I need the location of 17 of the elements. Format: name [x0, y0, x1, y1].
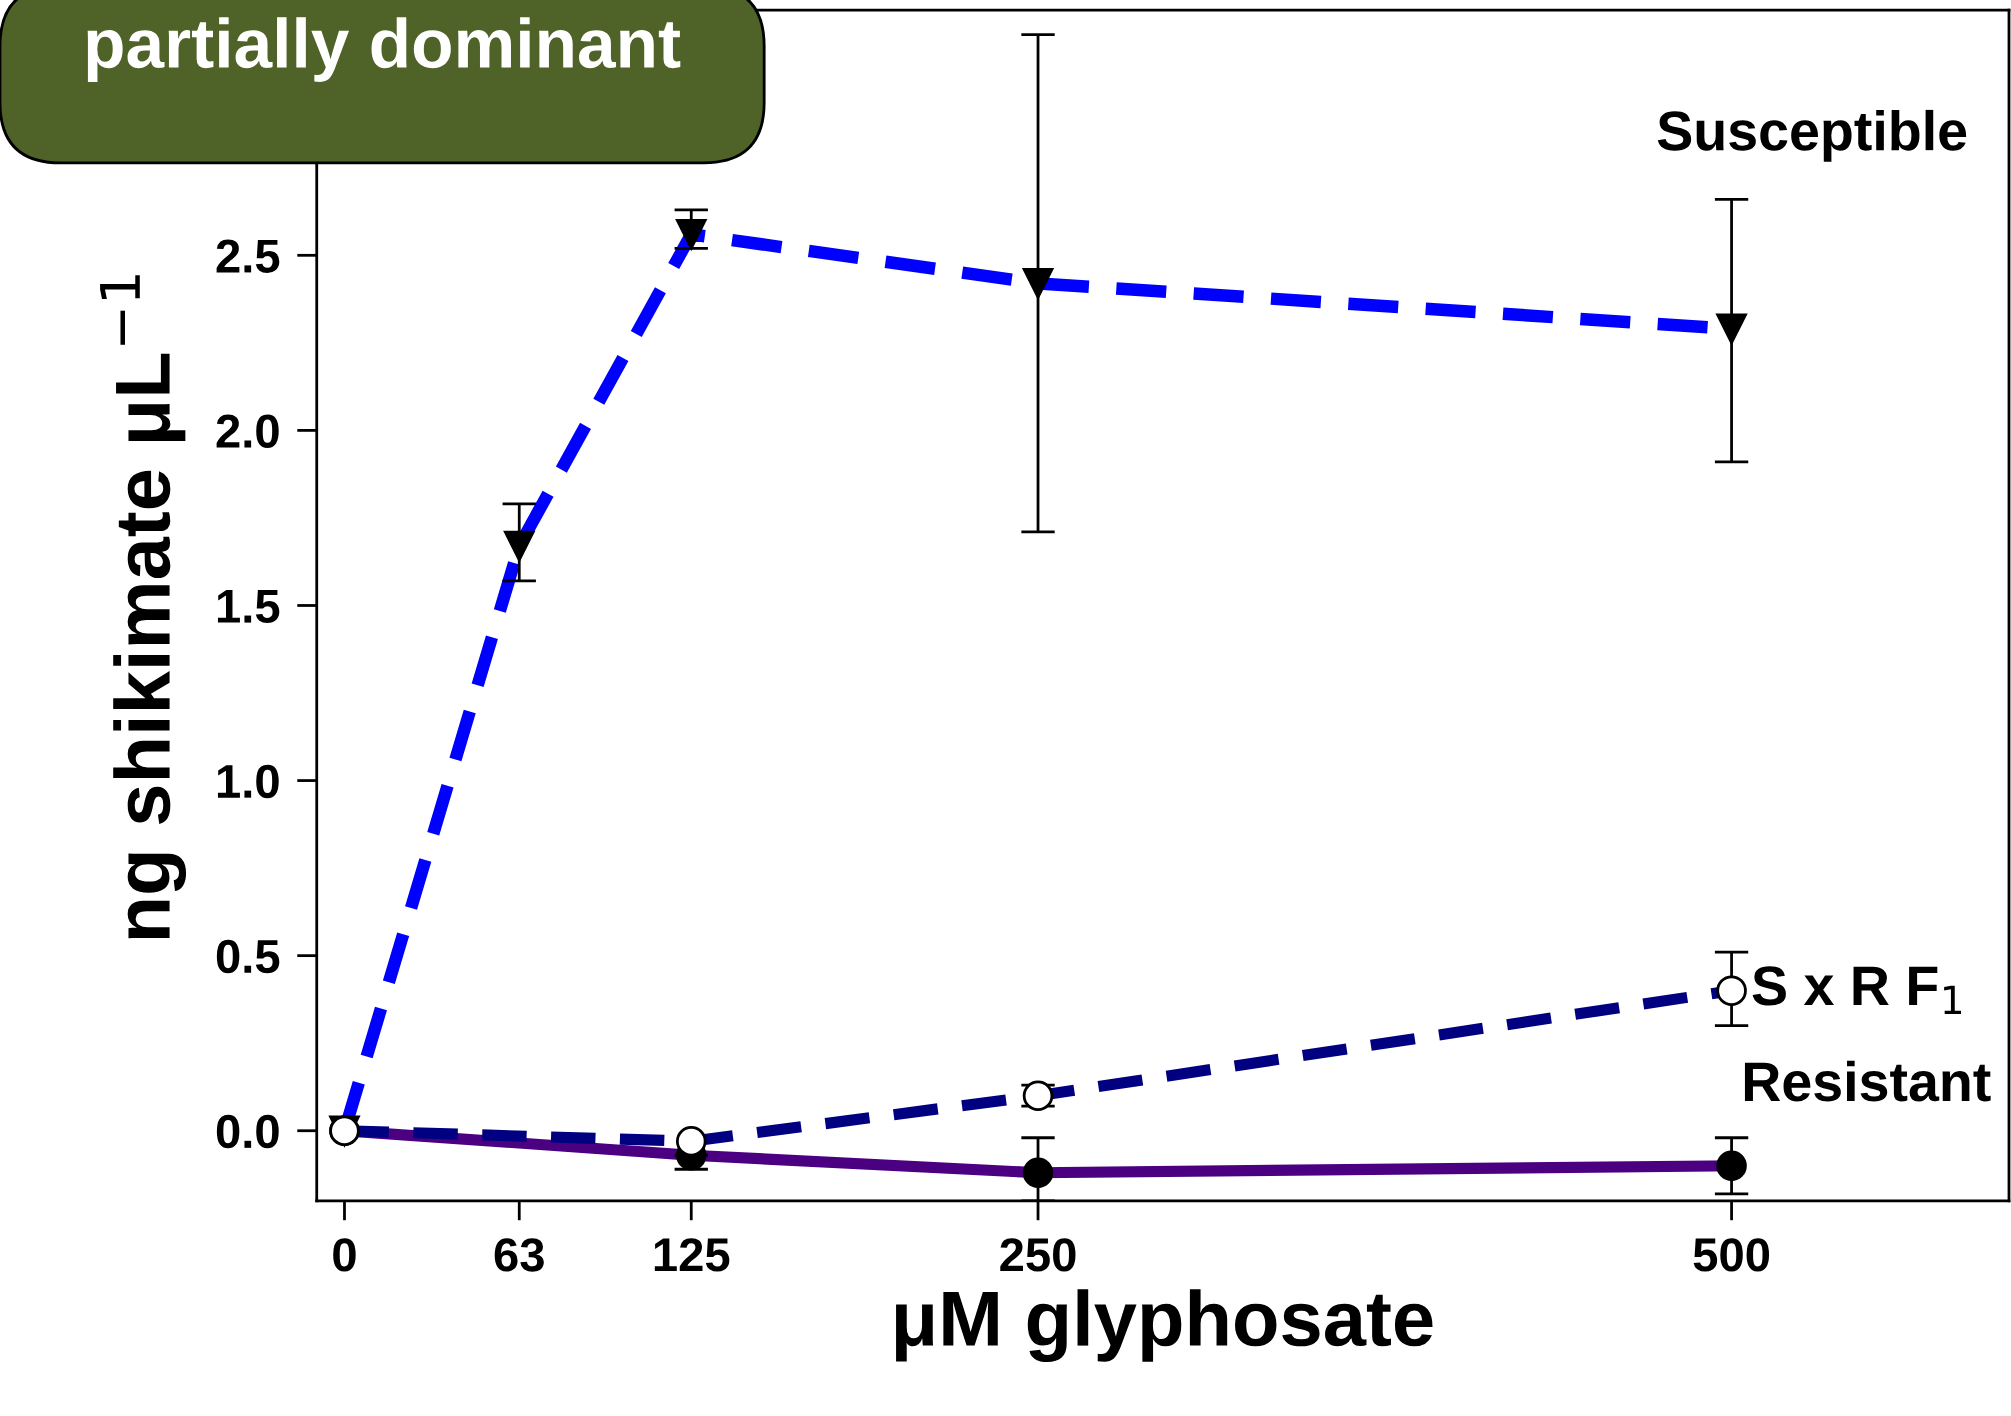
- y-tick-label: 0.5: [216, 939, 280, 974]
- series-label: S x R F$_{1}$: [1752, 966, 1962, 1015]
- y-tick-label: 1.0: [217, 764, 279, 799]
- y-tick-label: 0.0: [216, 1114, 279, 1149]
- y-tick-label: 2.5: [216, 239, 280, 273]
- x-tick-label: 250: [1000, 1238, 1076, 1272]
- text: Susceptible: [1657, 109, 1967, 162]
- x-tick-label: 63: [494, 1238, 544, 1272]
- y-axis-title: ng shikimate μL$^{−1}$: [100, 275, 187, 939]
- x-axis-title: μM glyphosate: [896, 1289, 1433, 1363]
- x-tick-label: 500: [1693, 1238, 1770, 1272]
- series-label: Resistant: [1744, 1060, 1991, 1102]
- x-tick-label: 125: [654, 1238, 730, 1272]
- y-tick-label: 1.5: [217, 590, 280, 624]
- x-tick-label: 0: [333, 1238, 356, 1272]
- chart-title: partially dominant: [87, 17, 681, 82]
- y-tick-label: 2.0: [216, 414, 279, 448]
